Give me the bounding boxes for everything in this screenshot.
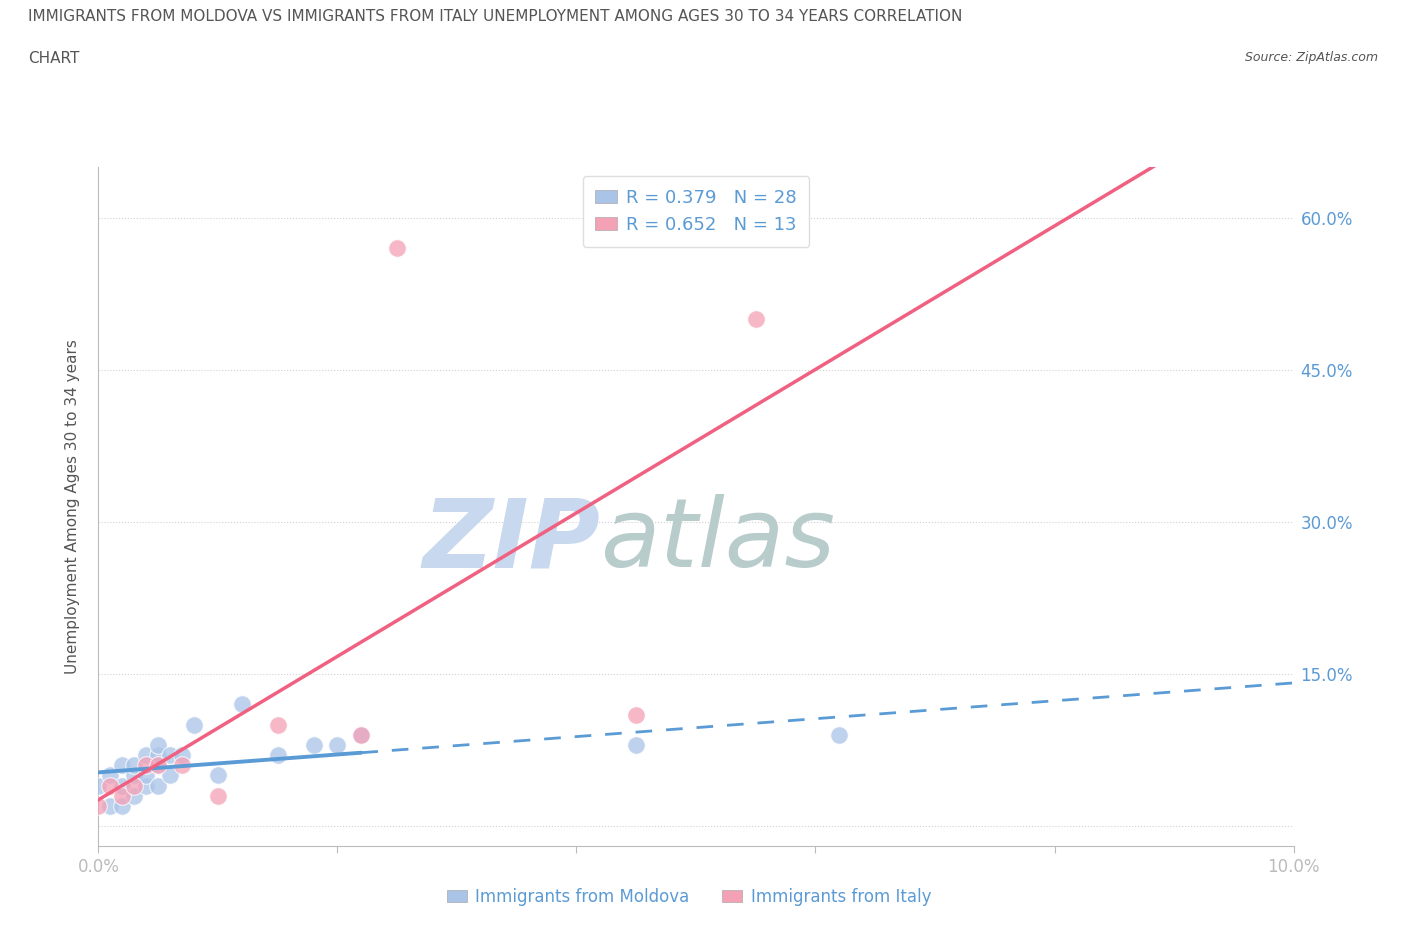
Point [111,758,134,773]
Point [135,758,157,773]
Text: Source: ZipAtlas.com: Source: ZipAtlas.com [1244,51,1378,64]
Point [124,789,146,804]
Point [148,758,170,773]
Point [100,798,122,813]
Point [172,758,194,773]
Point [626,707,648,722]
Point [124,778,146,793]
Point [267,717,290,732]
Text: CHART: CHART [28,51,80,66]
Point [124,758,146,773]
Point [111,778,134,793]
Text: IMMIGRANTS FROM MOLDOVA VS IMMIGRANTS FROM ITALY UNEMPLOYMENT AMONG AGES 30 TO 3: IMMIGRANTS FROM MOLDOVA VS IMMIGRANTS FR… [28,9,963,24]
Point [350,727,373,742]
Point [626,737,648,752]
Text: ZIP: ZIP [422,495,600,588]
Point [183,717,205,732]
Point [207,768,229,783]
Point [87,778,110,793]
Point [267,748,290,763]
Point [159,748,181,763]
Y-axis label: Unemployment Among Ages 30 to 34 years: Unemployment Among Ages 30 to 34 years [65,339,80,674]
Point [148,737,170,752]
Point [124,768,146,783]
Point [172,748,194,763]
Point [87,798,110,813]
Point [745,312,768,326]
Point [100,768,122,783]
Legend: R = 0.379   N = 28, R = 0.652   N = 13: R = 0.379 N = 28, R = 0.652 N = 13 [582,177,810,246]
Point [111,798,134,813]
Point [302,737,325,752]
Point [111,789,134,804]
Point [148,778,170,793]
Point [326,737,349,752]
Point [828,727,851,742]
Point [207,789,229,804]
Point [135,768,157,783]
Point [231,697,253,711]
Point [135,748,157,763]
Point [100,778,122,793]
Point [350,727,373,742]
Legend: Immigrants from Moldova, Immigrants from Italy: Immigrants from Moldova, Immigrants from… [440,881,938,912]
Point [148,758,170,773]
Point [159,768,181,783]
Text: atlas: atlas [600,495,835,588]
Point [135,778,157,793]
Point [385,241,409,256]
Point [148,748,170,763]
